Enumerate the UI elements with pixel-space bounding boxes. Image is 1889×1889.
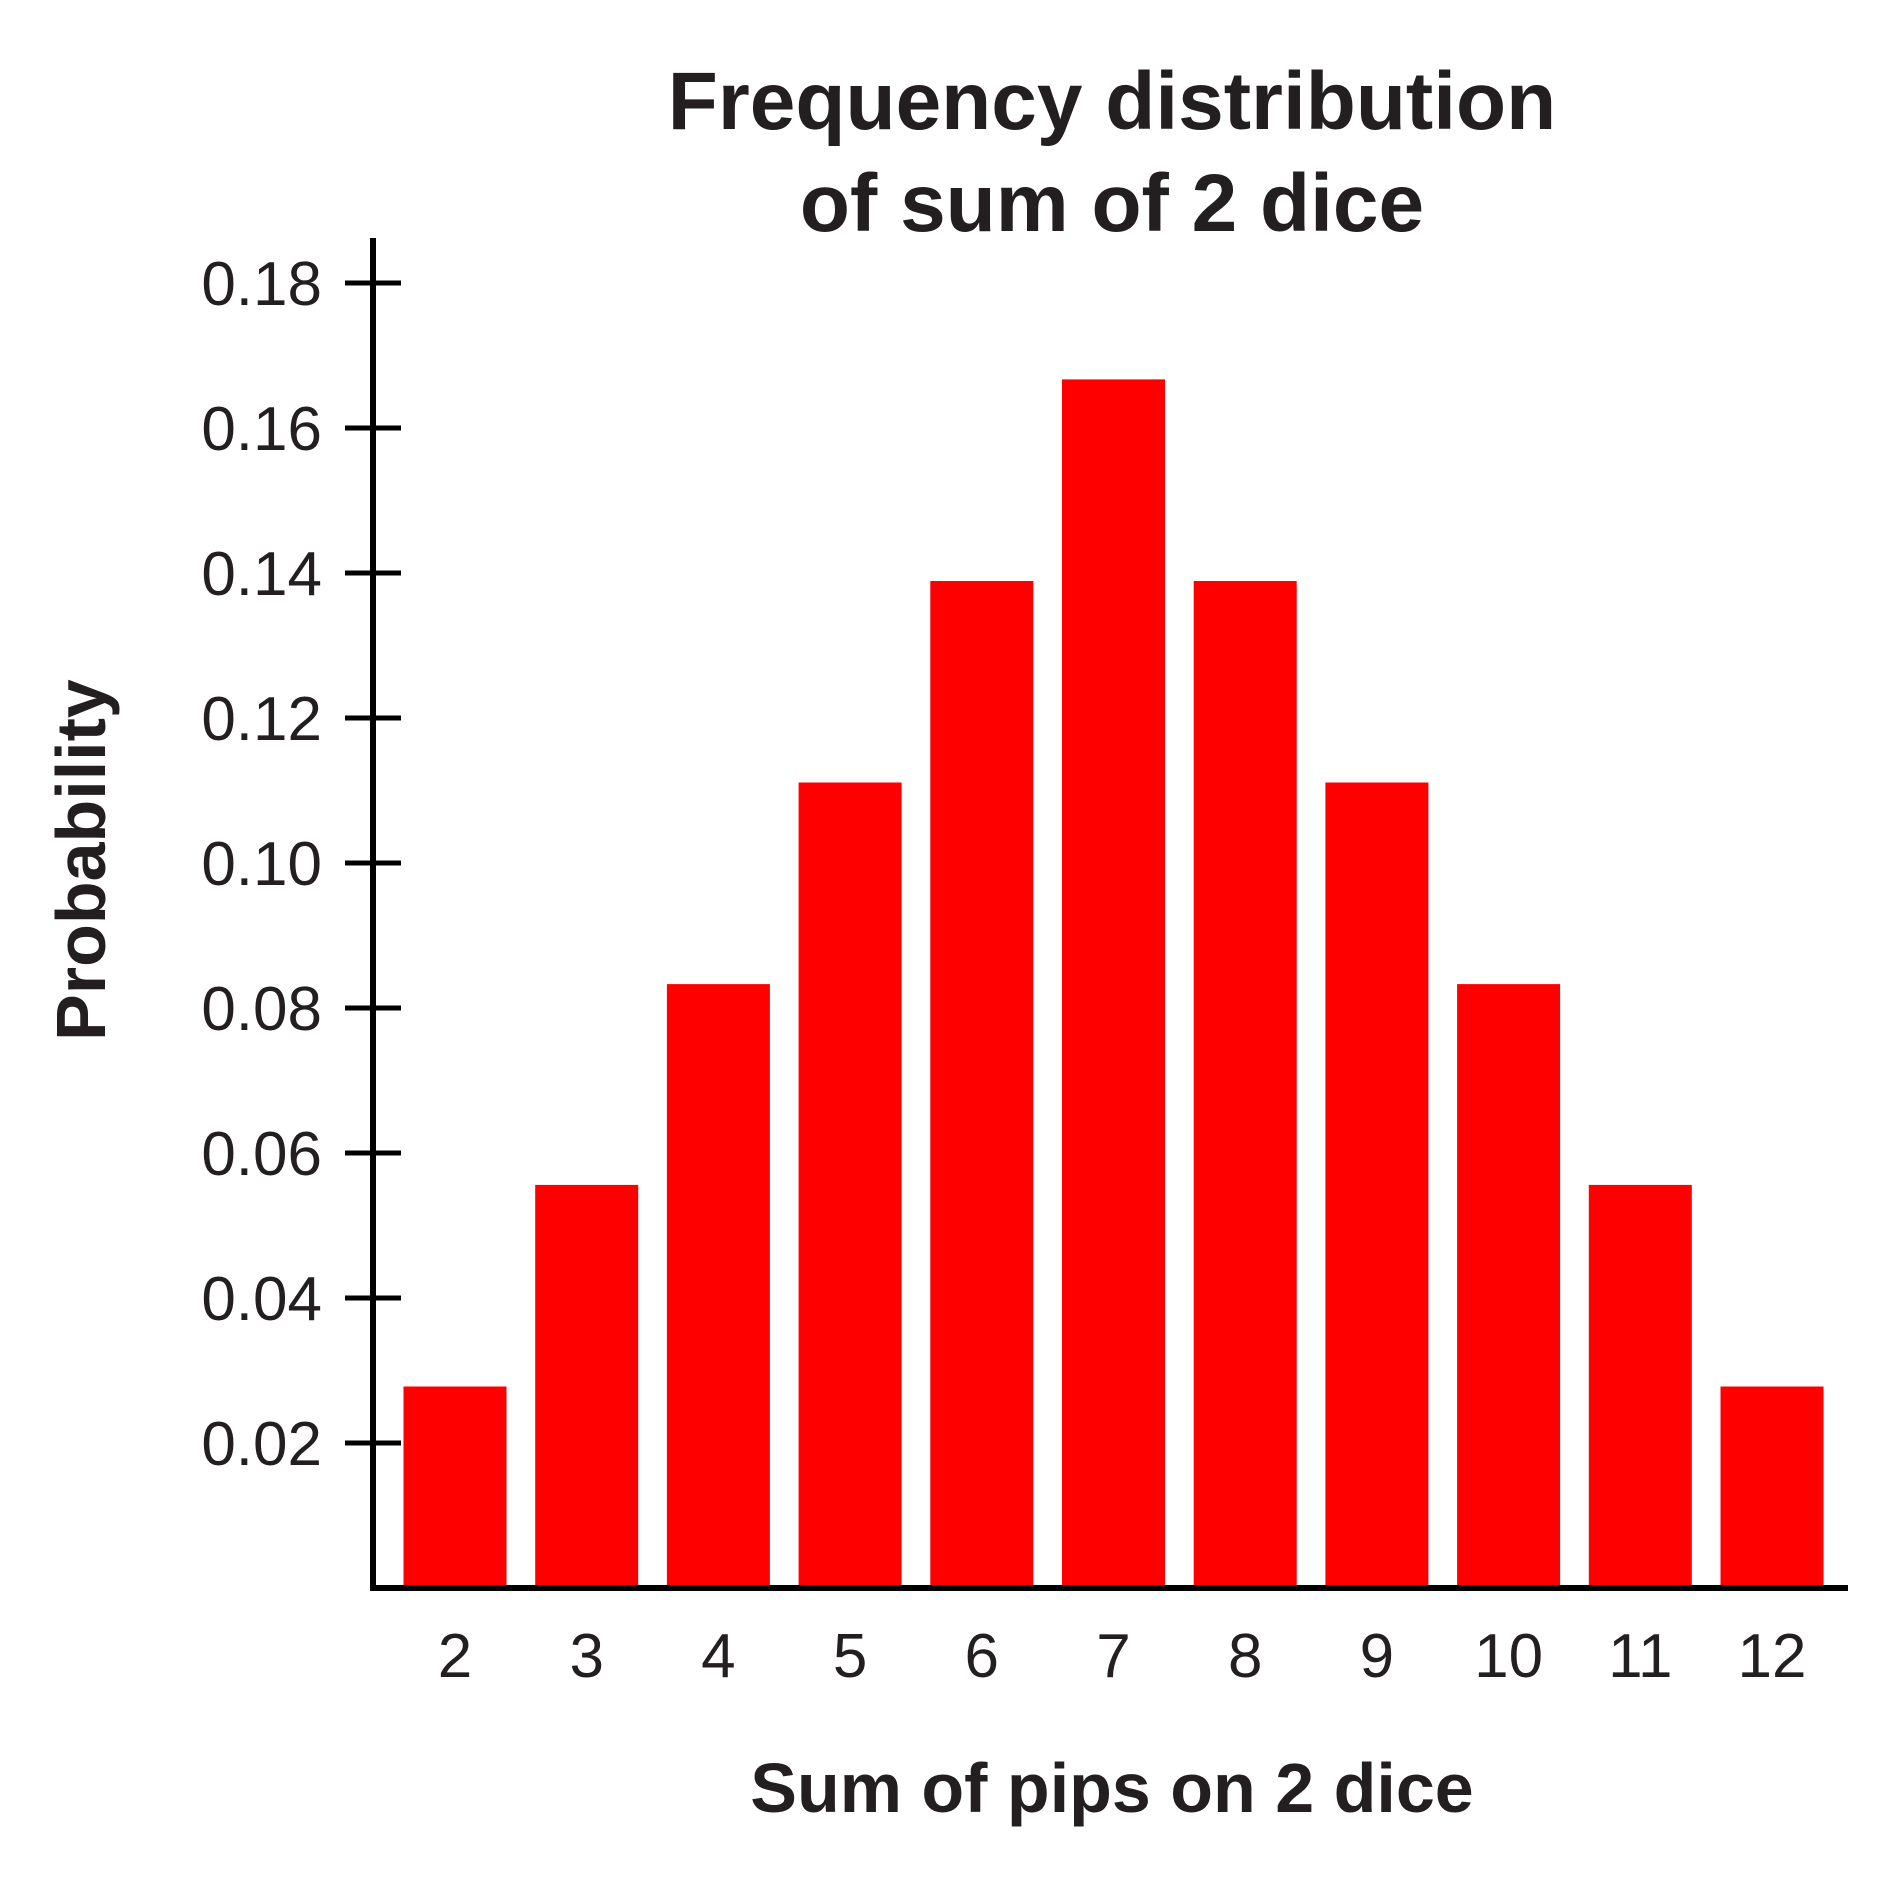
bar-11 (1588, 1184, 1692, 1588)
x-tick-label-3: 3 (569, 1622, 603, 1691)
x-tick-label-11: 11 (1608, 1622, 1672, 1691)
y-tick-label-0.02: 0.02 (201, 1410, 322, 1479)
y-tick-label-0.12: 0.12 (201, 685, 322, 754)
y-tick-label-0.06: 0.06 (201, 1120, 322, 1189)
bar-10 (1457, 984, 1561, 1588)
bar-8 (1193, 581, 1297, 1588)
bars-group (403, 379, 1824, 1588)
y-axis-label: Probability (42, 679, 120, 1041)
chart-title-line-2: of sum of 2 dice (800, 158, 1424, 249)
chart-title-line-1: Frequency distribution (668, 56, 1556, 147)
bar-6 (930, 581, 1034, 1588)
y-tick-label-0.16: 0.16 (201, 395, 322, 464)
x-tick-label-5: 5 (833, 1622, 867, 1691)
bar-4 (666, 984, 770, 1588)
x-tick-label-7: 7 (1096, 1622, 1130, 1691)
x-tick-label-9: 9 (1360, 1622, 1394, 1691)
y-tick-label-0.08: 0.08 (201, 975, 322, 1044)
bar-2 (403, 1386, 507, 1588)
x-tick-label-10: 10 (1474, 1622, 1543, 1691)
bar-7 (1062, 379, 1165, 1588)
x-tick-label-6: 6 (965, 1622, 999, 1691)
x-tick-label-2: 2 (438, 1622, 472, 1691)
y-tick-label-0.04: 0.04 (201, 1265, 322, 1334)
x-tick-label-8: 8 (1228, 1622, 1262, 1691)
bar-3 (535, 1184, 639, 1588)
x-tick-label-4: 4 (701, 1622, 735, 1691)
bar-5 (798, 782, 902, 1588)
y-tick-label-0.14: 0.14 (201, 540, 322, 609)
y-tick-label-0.10: 0.10 (201, 830, 322, 899)
x-tick-label-12: 12 (1738, 1622, 1807, 1691)
y-tick-label-0.18: 0.18 (201, 250, 322, 319)
x-axis-label: Sum of pips on 2 dice (750, 1749, 1473, 1827)
bar-12 (1720, 1386, 1824, 1588)
x-axis-ticks: 2 3 4 5 6 7 8 9 10 11 12 (438, 1622, 1807, 1691)
bar-9 (1325, 782, 1429, 1588)
